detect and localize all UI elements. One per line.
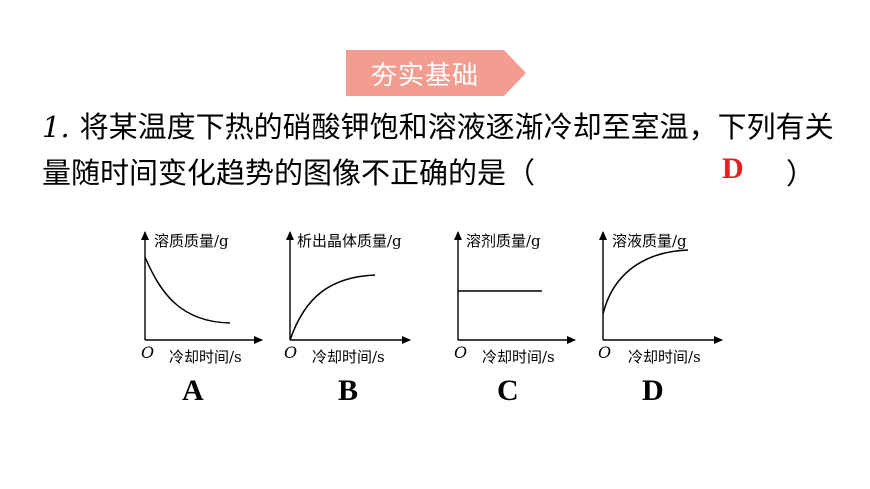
question-stem: 将某温度下热的硝酸钾饱和溶液逐渐冷却至室温，下列有关量随时间变化趋势的图像不正确… [42,110,834,190]
graph-d-xlabel: 冷却时间/s [628,348,701,366]
question-number: 1. [42,110,70,144]
answer-paren-close: ） [786,157,816,191]
graph-c-label[interactable]: C [497,374,519,407]
graph-d-label[interactable]: D [642,374,664,407]
graph-a: 溶质质量/g 冷却时间/s O [141,231,263,366]
graph-b-ylabel: 析出晶体质量/g [297,232,402,250]
graph-d-curve [602,249,689,315]
graph-b: 析出晶体质量/g 冷却时间/s O [284,231,411,366]
graph-c: 溶剂质量/g 冷却时间/s O [454,231,576,366]
graph-d-origin: O [598,343,611,362]
graph-d: 溶液质量/g 冷却时间/s O [598,231,723,366]
section-banner: 夯实基础 [346,50,526,96]
graph-b-origin: O [284,343,297,362]
graph-options: 溶质质量/g 冷却时间/s O 析出晶体质量/g 冷却时间/s O 溶剂质量/g… [0,222,870,426]
graph-b-xlabel: 冷却时间/s [312,348,385,366]
graph-a-label[interactable]: A [182,374,204,407]
question-text-block: 1. 将某温度下热的硝酸钾饱和溶液逐渐冷却至室温，下列有关量随时间变化趋势的图像不… [42,104,842,196]
graph-c-ylabel: 溶剂质量/g [466,232,541,250]
graph-c-origin: O [454,343,467,362]
graph-b-curve [289,274,376,341]
banner-arrow-shape [346,50,526,96]
graph-d-ylabel: 溶液质量/g [612,232,687,250]
graph-b-label[interactable]: B [338,374,359,407]
graph-a-curve [144,256,231,324]
banner-title: 夯实基础 [370,60,479,91]
answer-choice: D [722,152,744,185]
graphs-svg: 溶质质量/g 冷却时间/s O 析出晶体质量/g 冷却时间/s O 溶剂质量/g… [141,231,723,366]
graph-a-xlabel: 冷却时间/s [169,348,242,366]
graph-a-ylabel: 溶质质量/g [154,232,229,250]
graph-c-xlabel: 冷却时间/s [482,348,555,366]
graph-a-origin: O [141,343,154,362]
